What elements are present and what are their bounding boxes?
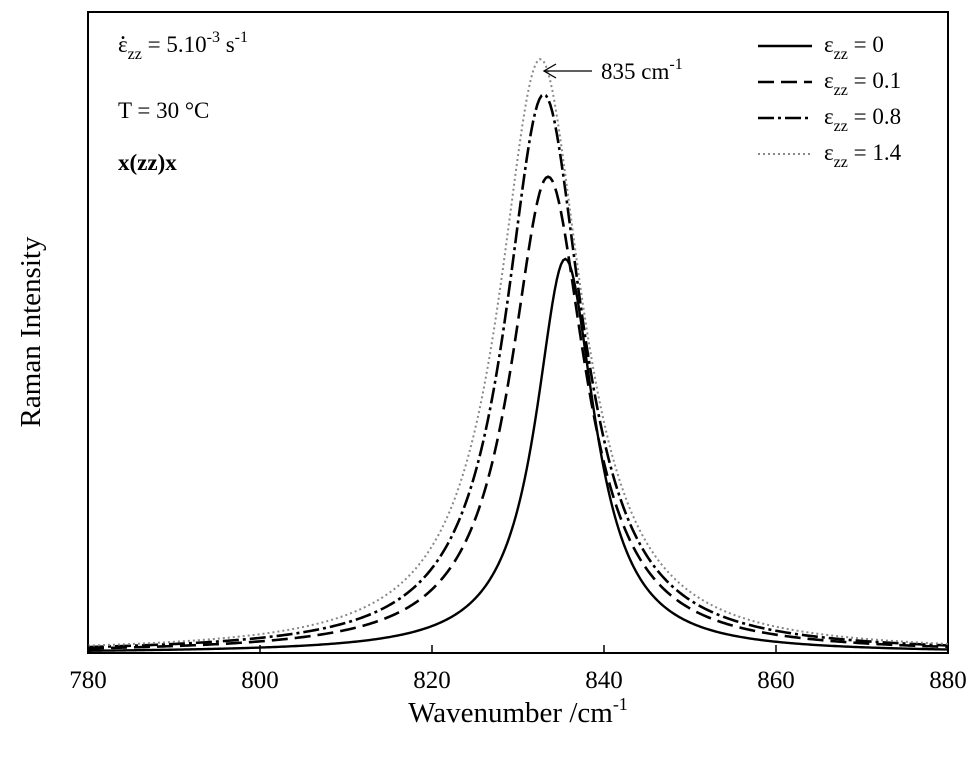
legend: εzz = 0 εzz = 0.1 εzz = 0.8 εzz = 1.4 — [758, 32, 902, 171]
legend-label-1: εzz = 0.1 — [824, 68, 901, 99]
temperature-annotation: T = 30 °C — [118, 98, 209, 123]
x-tick-label-1: 800 — [241, 667, 279, 694]
x-axis-title-text: Wavenumber /cm — [408, 697, 613, 729]
svg-text:εzz = 5.10-3 s-1: εzz = 5.10-3 s-1 — [118, 29, 248, 63]
series-line-1 — [87, 175, 949, 650]
x-axis-title: Wavenumber /cm-1 — [408, 694, 628, 729]
series-line-2 — [87, 92, 949, 649]
strain-rate-annotation: . εzz = 5.10-3 s-1 — [118, 19, 248, 63]
plot-frame — [87, 11, 949, 654]
geometry-annotation: x(zz)x — [118, 150, 177, 175]
x-tick-label-5: 880 — [929, 667, 967, 694]
x-tick-label-2: 820 — [413, 667, 451, 694]
peak-arrow-head — [542, 63, 557, 79]
x-tick-label-4: 860 — [757, 667, 795, 694]
strain-rate-unit-exp: -1 — [235, 29, 248, 46]
peak-label-sup: -1 — [669, 56, 682, 73]
legend-label-0: εzz = 0 — [824, 32, 884, 63]
x-axis-title-sup: -1 — [613, 694, 628, 714]
x-tick-label-0: 780 — [69, 667, 107, 694]
strain-rate-exp: -3 — [207, 29, 220, 46]
series-line-0 — [87, 257, 949, 652]
y-axis-title: Raman Intensity — [15, 236, 47, 427]
series-curves — [87, 58, 949, 652]
legend-label-3: εzz = 1.4 — [824, 140, 902, 171]
peak-label-text: 835 cm — [601, 59, 669, 84]
svg-text:835 cm-1: 835 cm-1 — [601, 56, 683, 84]
strain-rate-symbol: ε — [118, 32, 128, 57]
strain-rate-dot: . — [120, 19, 126, 45]
strain-rate-unit: s — [220, 32, 235, 57]
legend-label-2: εzz = 0.8 — [824, 104, 901, 135]
x-tick-label-3: 840 — [585, 667, 623, 694]
x-axis-ticks: 780 800 820 840 860 880 — [69, 645, 967, 694]
peak-annotation: 835 cm-1 — [542, 56, 683, 84]
strain-rate-sub: zz — [128, 46, 142, 63]
series-line-3 — [87, 58, 949, 647]
strain-rate-value: = 5.10 — [142, 32, 207, 57]
